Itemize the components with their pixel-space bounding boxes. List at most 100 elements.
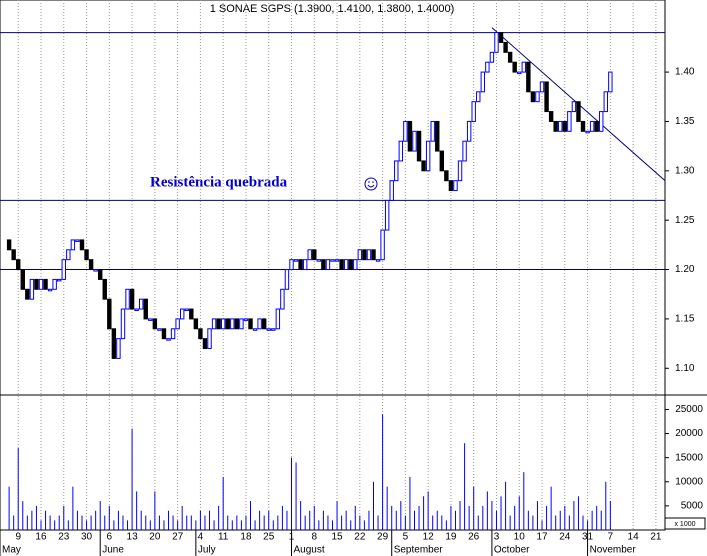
volume-tick-label: 20000	[675, 428, 703, 439]
candle	[70, 239, 76, 251]
month-label: November	[590, 545, 637, 556]
y-tick-label: 1.40	[675, 67, 695, 78]
candle	[512, 61, 517, 73]
candle	[116, 338, 121, 359]
candle	[526, 61, 531, 93]
candle	[544, 81, 549, 113]
candle	[47, 288, 53, 292]
y-tick-label: 1.10	[675, 363, 695, 374]
candle	[134, 308, 139, 312]
x-tick-label: 22	[354, 532, 366, 543]
candle	[111, 328, 117, 359]
candle	[439, 150, 445, 172]
candle	[503, 41, 508, 53]
candle	[129, 288, 135, 310]
volume-tick-label: 15000	[675, 452, 703, 463]
y-tick-label: 1.25	[675, 215, 695, 226]
y-tick-label: 1.20	[675, 264, 695, 275]
candle	[316, 259, 322, 262]
candle	[284, 269, 290, 290]
candle	[594, 120, 599, 132]
x-tick-label: 21	[650, 532, 662, 543]
candle	[553, 120, 558, 132]
candle	[448, 180, 454, 192]
candle	[330, 259, 335, 262]
candle	[261, 318, 267, 330]
candle	[480, 71, 486, 93]
candle	[184, 308, 189, 312]
candle	[211, 318, 217, 330]
month-label: September	[394, 545, 444, 556]
candle	[230, 318, 235, 330]
candle	[353, 259, 358, 271]
candle	[302, 259, 308, 271]
candle	[66, 249, 71, 261]
candle	[362, 249, 367, 261]
candle	[220, 318, 226, 330]
x-tick-label: 26	[468, 532, 480, 543]
candle	[271, 328, 276, 331]
candle	[102, 278, 107, 300]
candle	[343, 259, 349, 271]
candle	[239, 318, 244, 330]
candle	[435, 120, 440, 152]
x-tick-label: 25	[263, 532, 275, 543]
candle	[507, 51, 513, 63]
month-label: October	[494, 545, 530, 556]
candle	[275, 308, 281, 330]
candle	[216, 318, 221, 330]
x-tick-label: 16	[35, 532, 47, 543]
candle	[321, 259, 326, 271]
candle	[453, 180, 458, 192]
candle	[380, 229, 385, 261]
unit-box	[664, 517, 706, 530]
candle	[79, 239, 85, 251]
candle	[75, 239, 80, 242]
candle	[576, 101, 581, 122]
candle	[298, 259, 303, 271]
candle	[243, 318, 249, 321]
candle	[471, 101, 476, 122]
x-tick-label: 27	[172, 532, 184, 543]
candle	[307, 249, 312, 261]
candle	[207, 328, 212, 350]
candle	[120, 308, 126, 340]
candle	[558, 120, 563, 132]
candle	[57, 278, 62, 282]
candle	[234, 318, 240, 330]
candle	[494, 32, 499, 53]
candle	[398, 140, 404, 162]
candle	[125, 288, 130, 310]
candle	[157, 328, 162, 331]
candle	[444, 170, 449, 182]
candle	[312, 249, 317, 261]
candle	[371, 249, 376, 261]
candle	[6, 239, 12, 251]
candle	[421, 160, 426, 172]
candle	[585, 130, 590, 134]
candle	[430, 120, 435, 142]
candle	[389, 180, 394, 201]
candle	[148, 318, 153, 321]
x-tick-label: 20	[149, 532, 161, 543]
month-label: July	[198, 545, 216, 556]
volume-tick-label: 5000	[681, 501, 704, 512]
candle	[498, 32, 504, 43]
candle	[476, 91, 481, 103]
candle	[425, 140, 431, 172]
x-tick-label: 14	[628, 532, 640, 543]
x-tick-label: 12	[423, 532, 435, 543]
candle	[84, 249, 89, 261]
candle	[407, 120, 413, 152]
y-tick-label: 1.30	[675, 165, 695, 176]
candle	[61, 259, 66, 280]
annotation: Resistência quebrada	[150, 174, 288, 190]
candle	[257, 318, 262, 330]
x-tick-label: 15	[331, 532, 343, 543]
candle	[608, 71, 613, 93]
candle	[485, 61, 490, 73]
candle	[198, 328, 203, 340]
candle	[562, 120, 568, 132]
candle	[138, 298, 144, 310]
candle	[334, 259, 340, 262]
